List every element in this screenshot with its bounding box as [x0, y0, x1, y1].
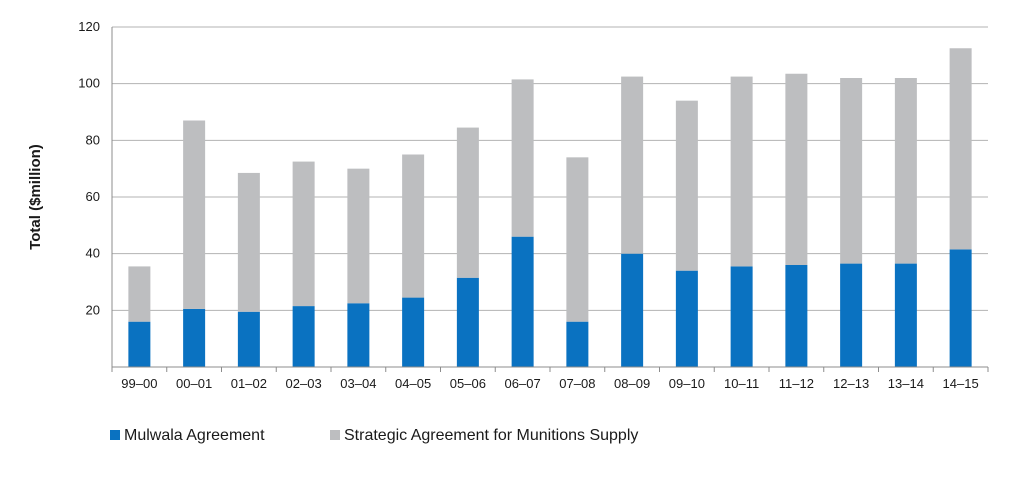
bar-strategic	[183, 120, 206, 309]
bar-strategic	[511, 79, 534, 237]
bar-mulwala	[785, 265, 808, 367]
x-tick-label: 05–06	[450, 376, 486, 391]
x-tick-label: 00–01	[176, 376, 212, 391]
bar-strategic	[402, 154, 425, 298]
legend-item: Strategic Agreement for Munitions Supply	[330, 427, 638, 444]
x-tick-label: 13–14	[888, 376, 924, 391]
bar-mulwala	[840, 263, 863, 367]
bar-strategic	[894, 78, 917, 264]
y-tick-label: 100	[78, 76, 100, 91]
x-tick-label: 08–09	[614, 376, 650, 391]
bar-mulwala	[511, 236, 534, 367]
bar-strategic	[128, 266, 151, 322]
bar-mulwala	[183, 308, 206, 367]
bar-mulwala	[347, 303, 370, 367]
bar-strategic	[621, 76, 644, 254]
x-tick-label: 07–08	[559, 376, 595, 391]
bar-mulwala	[402, 297, 425, 367]
bar-strategic	[840, 78, 863, 264]
bar-mulwala	[894, 263, 917, 367]
bar-strategic	[675, 100, 698, 271]
x-tick-label: 04–05	[395, 376, 431, 391]
legend-label: Mulwala Agreement	[124, 427, 265, 444]
x-tick-label: 03–04	[340, 376, 376, 391]
x-tick-label: 99–00	[121, 376, 157, 391]
bar-mulwala	[128, 321, 151, 367]
x-tick-label: 10–11	[724, 376, 759, 391]
x-tick-label: 14–15	[943, 376, 979, 391]
bar-mulwala	[949, 249, 972, 367]
y-tick-label: 120	[78, 19, 100, 34]
axes: 20 40 60 80 100 120 99–00 00–01 01–02 02–03 03–04 0…	[78, 19, 989, 391]
bar-mulwala	[730, 266, 753, 367]
x-tick-label: 06–07	[505, 376, 541, 391]
bar-mulwala	[237, 311, 260, 367]
bar-strategic	[949, 48, 972, 250]
x-tick-label: 12–13	[833, 376, 869, 391]
legend-swatch	[330, 430, 340, 440]
bar-mulwala	[456, 277, 479, 367]
bars	[128, 48, 972, 367]
bar-strategic	[237, 172, 260, 312]
x-tick-label: 11–12	[779, 376, 814, 391]
y-tick-label: 60	[86, 189, 100, 204]
legend-label: Strategic Agreement for Munitions Supply	[344, 427, 638, 444]
bar-mulwala	[675, 270, 698, 367]
x-tick-label: 02–03	[286, 376, 322, 391]
bar-mulwala	[621, 253, 644, 367]
bar-mulwala	[566, 321, 589, 367]
y-tick-label: 40	[86, 246, 100, 261]
bar-strategic	[347, 168, 370, 304]
bar-strategic	[730, 76, 753, 267]
x-tick-label: 09–10	[669, 376, 705, 391]
bar-strategic	[785, 73, 808, 265]
y-tick-label: 80	[86, 132, 100, 147]
bar-strategic	[566, 157, 589, 322]
bar-strategic	[292, 161, 315, 307]
bar-strategic	[456, 127, 479, 278]
legend-item: Mulwala Agreement	[110, 427, 265, 444]
y-tick-label: 20	[86, 302, 100, 317]
legend: Mulwala Agreement Strategic Agreement for…	[110, 427, 638, 444]
bar-mulwala	[292, 306, 315, 367]
x-tick-label: 01–02	[231, 376, 267, 391]
legend-swatch	[110, 430, 120, 440]
y-axis-title: Total ($million)	[27, 144, 44, 250]
